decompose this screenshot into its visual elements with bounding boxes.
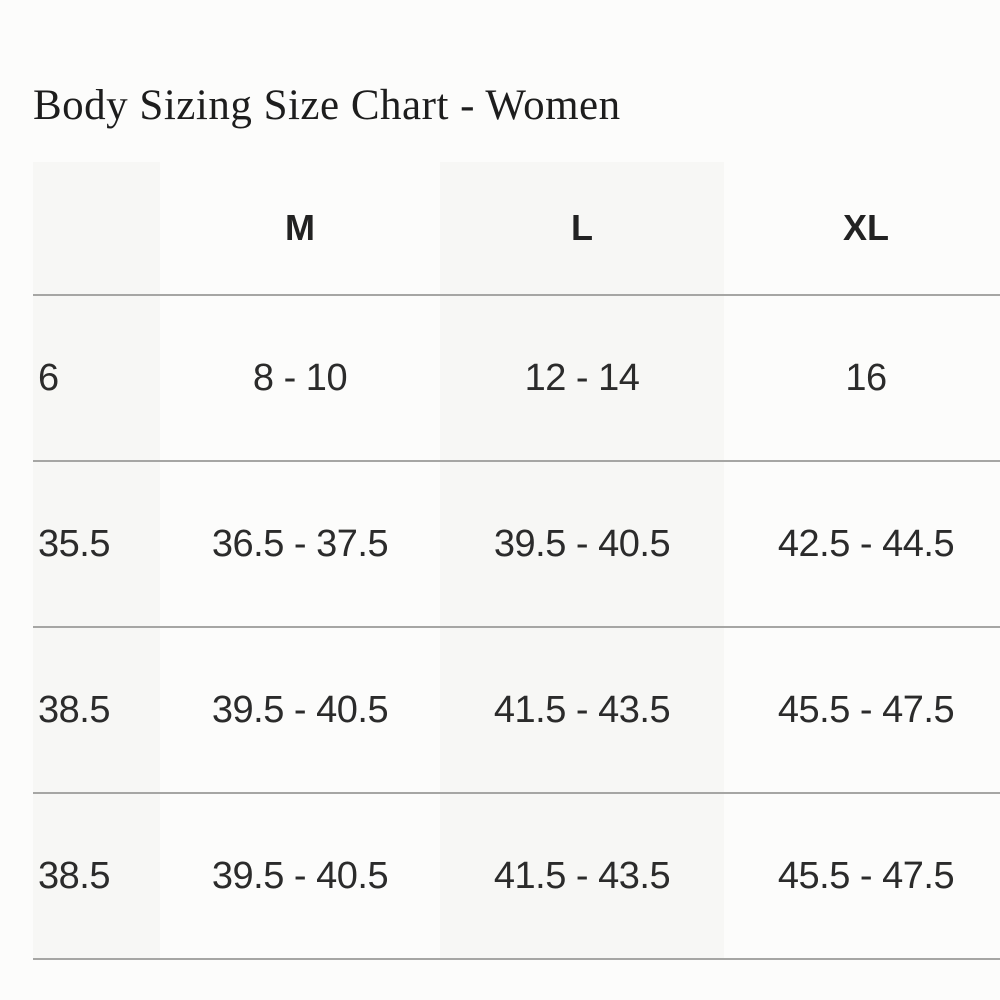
column-header-m: M xyxy=(160,162,440,296)
cell-measure-l: 41.5 - 43.5 xyxy=(440,793,724,960)
cell-measure-clipped: 35.5 xyxy=(33,461,160,628)
cell-measure-l: 39.5 - 40.5 xyxy=(440,461,724,628)
cell-measure-xl: 45.5 - 47.5 xyxy=(724,793,1000,960)
cell-measure-m: 36.5 - 37.5 xyxy=(160,461,440,628)
cell-measure-xl: 42.5 - 44.5 xyxy=(724,461,1000,628)
size-chart-table-container: M L XL 6 8 - 10 12 - 14 16 35.5 36.5 - 3… xyxy=(33,162,1000,960)
size-chart-table: M L XL 6 8 - 10 12 - 14 16 35.5 36.5 - 3… xyxy=(33,162,1000,960)
table-row: 35.5 36.5 - 37.5 39.5 - 40.5 42.5 - 44.5 xyxy=(33,461,1000,628)
cell-measure-m: 39.5 - 40.5 xyxy=(160,793,440,960)
page-title: Body Sizing Size Chart - Women xyxy=(33,81,621,129)
cell-measure-l: 41.5 - 43.5 xyxy=(440,627,724,794)
table-row: 38.5 39.5 - 40.5 41.5 - 43.5 45.5 - 47.5 xyxy=(33,793,1000,960)
column-header-xl: XL xyxy=(724,162,1000,296)
header-row: M L XL xyxy=(33,162,1000,296)
cell-measure-m: 39.5 - 40.5 xyxy=(160,627,440,794)
column-header-l: L xyxy=(440,162,724,296)
cell-measure-clipped: 38.5 xyxy=(33,627,160,794)
cell-size-clipped: 6 xyxy=(33,295,160,462)
cell-size-m: 8 - 10 xyxy=(160,295,440,462)
cell-size-l: 12 - 14 xyxy=(440,295,724,462)
column-header-blank xyxy=(33,162,160,296)
cell-size-xl: 16 xyxy=(724,295,1000,462)
table-row: 38.5 39.5 - 40.5 41.5 - 43.5 45.5 - 47.5 xyxy=(33,627,1000,794)
cell-measure-xl: 45.5 - 47.5 xyxy=(724,627,1000,794)
table-row: 6 8 - 10 12 - 14 16 xyxy=(33,295,1000,462)
cell-measure-clipped: 38.5 xyxy=(33,793,160,960)
